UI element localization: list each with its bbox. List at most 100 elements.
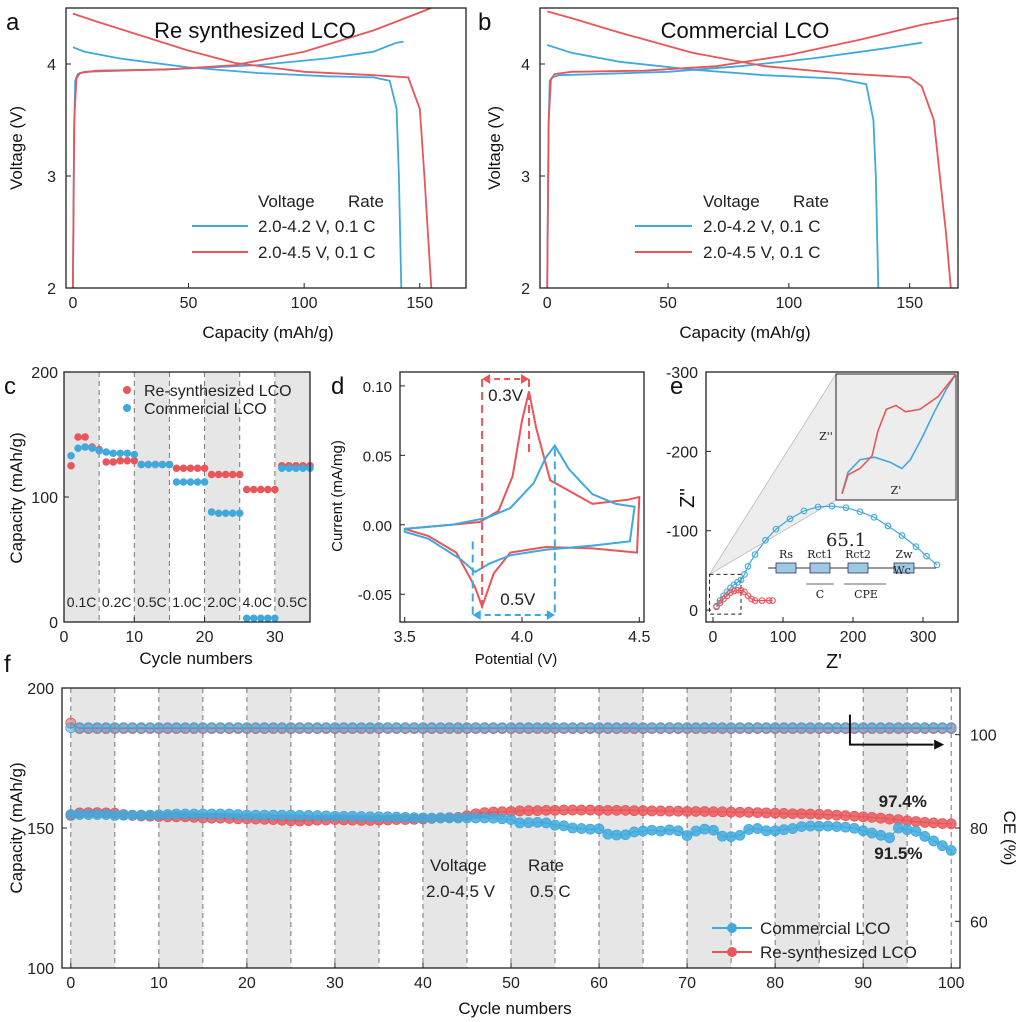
panel-d-ylabel: Current (mA/mg) xyxy=(329,440,346,552)
panel-a-xtick-label: 50 xyxy=(180,295,198,312)
panel-d-frame xyxy=(399,371,645,623)
panel-c-point-blue xyxy=(179,478,188,486)
panel-c-point-blue xyxy=(257,614,265,623)
panel-e-inset-xlabel: Z' xyxy=(891,484,902,497)
panel-e-plot-area: 0 100 200 300 0 -100 -200 -300 Z'' Z' Rs Rct1 Rct2 Zw… xyxy=(666,365,957,646)
panel-f-capacity-point-blue xyxy=(910,825,922,837)
panel-a-xlabel: Capacity (mAh/g) xyxy=(202,323,333,342)
panel-c-point-blue xyxy=(116,449,125,458)
panel-c-point-blue xyxy=(137,460,146,469)
panel-f-capacity-point-blue xyxy=(866,827,878,839)
panel-e-frame xyxy=(705,371,959,623)
panel-f-capacity-point-blue xyxy=(928,835,939,847)
panel-f-xtick-label: 0 xyxy=(66,975,75,992)
panel-f-capacity-point-blue xyxy=(672,825,684,837)
panel-a-legend-entry-blue: 2.0-4.2 V, 0.1 C xyxy=(258,217,376,236)
panel-c: 0.1C 0.2C 0.5C 1.0C 2.0C 4.0C 0.5C 0 10 20 30 0 100 2… xyxy=(4,365,314,668)
panel-c-point-blue xyxy=(235,509,244,518)
panel-a-ylabel: Voltage (V) xyxy=(7,106,26,190)
panel-c-xtick-label: 10 xyxy=(125,629,143,646)
panel-f-ytick-label: 150 xyxy=(27,821,54,838)
panel-a-xtick-label: 150 xyxy=(406,295,433,312)
panel-d-annotation-0-5v: 0.5V xyxy=(500,590,536,609)
panel-d-xtick-label: 4.0 xyxy=(511,629,533,646)
panel-f-legend-marker-red xyxy=(727,947,737,957)
panel-c-point-blue xyxy=(292,464,300,473)
panel-c-rate-label: 0.5C xyxy=(137,594,167,610)
panel-d-xtick-label: 4.5 xyxy=(628,629,650,646)
panel-c-ylabel: Capacity (mAh/g) xyxy=(7,432,26,563)
panel-e-inset-curve-blue xyxy=(841,373,957,494)
panel-c-point-blue xyxy=(249,614,258,623)
panel-d-xtick-label: 3.5 xyxy=(394,629,416,646)
panel-e-circuit-label-rct2: Rct2 xyxy=(845,548,871,561)
panel-c-point-red xyxy=(207,470,216,479)
panel-e-point-blue xyxy=(723,588,731,596)
panel-e-inset-ylabel: Z'' xyxy=(819,430,833,443)
panel-b-xtick-label: 50 xyxy=(659,295,677,312)
panel-f-capacity-point-blue xyxy=(787,823,799,834)
panel-e-point-blue xyxy=(737,576,745,584)
panel-f-xtick-label: 90 xyxy=(854,975,872,992)
panel-b-ytick-label: 4 xyxy=(521,57,530,74)
panel-a-legend-rate: Rate xyxy=(348,192,384,211)
panel-c-point-blue xyxy=(102,448,110,456)
panel-c-xtick-label: 0 xyxy=(60,629,69,646)
panel-c-point-red xyxy=(264,485,272,494)
panel-f-ylabel: Capacity (mAh/g) xyxy=(7,762,26,893)
panel-f: 0 10 20 30 40 50 60 70 80 90 100 100 150 200 60 80 100 97… xyxy=(4,651,1019,1018)
panel-e-point-red xyxy=(758,597,766,604)
panel-e-point-red xyxy=(730,587,738,595)
panel-e-inset-curve-red xyxy=(841,373,957,494)
panel-e-point-blue xyxy=(751,551,759,558)
panel-a-legend-voltage: Voltage xyxy=(258,192,315,211)
panel-b-curve-discharge-red xyxy=(546,10,952,289)
panel-f-y2label: CE (%) xyxy=(1000,811,1019,866)
panel-f-annotation-red: 97.4% xyxy=(879,792,927,811)
panel-d: 3.5 4.0 4.5 -0.05 0.00 0.05 0.10 0.3V 0.5V d Cur… xyxy=(329,371,651,668)
panel-c-point-red xyxy=(81,433,89,441)
panel-f-xtick-label: 50 xyxy=(502,975,520,992)
panel-c-xtick-label: 20 xyxy=(196,629,214,646)
panel-c-point-blue xyxy=(221,509,230,518)
panel-c-point-blue xyxy=(214,509,223,518)
panel-b-xlabel: Capacity (mAh/g) xyxy=(679,323,810,342)
panel-c-rate-label: 0.5C xyxy=(278,594,308,610)
panel-f-capacity-point-blue xyxy=(690,825,702,837)
panel-e-circuit-element xyxy=(847,562,869,574)
panel-b-legend-rate: Rate xyxy=(793,192,829,211)
panel-c-rate-label: 2.0C xyxy=(207,594,237,610)
panel-d-arrowhead-red-right xyxy=(521,373,530,384)
panel-c-rate-label: 4.0C xyxy=(242,594,272,610)
panel-f-capacity-point-blue xyxy=(681,830,693,841)
panel-f-annotation-blue: 91.5% xyxy=(874,844,922,863)
panel-f-ce-point-blue xyxy=(945,722,957,734)
panel-f-ytick-label: 200 xyxy=(27,681,54,698)
panel-c-point-red xyxy=(186,464,195,473)
panel-e-letter: e xyxy=(670,373,683,400)
panel-e-point-red xyxy=(751,597,759,604)
panel-a-xtick-label: 0 xyxy=(68,295,77,312)
panel-f-xtick-label: 10 xyxy=(150,975,168,992)
panel-c-point-red xyxy=(130,456,139,465)
panel-c-band xyxy=(134,372,170,622)
panel-c-point-red xyxy=(249,485,258,494)
panel-d-curve-blue xyxy=(403,443,636,574)
panel-f-y2tick-label: 80 xyxy=(970,821,988,838)
panel-c-point-blue xyxy=(193,478,202,486)
panel-c-point-red xyxy=(221,470,230,479)
panel-e-point-red xyxy=(734,586,741,594)
panel-e-point-blue xyxy=(786,515,794,523)
panel-b-title: Commercial LCO xyxy=(661,18,830,43)
panel-e-ytick-label: 0 xyxy=(689,603,698,620)
panel-f-xlabel: Cycle numbers xyxy=(458,999,571,1018)
panel-e-line-blue xyxy=(715,505,938,607)
panel-e-point-red xyxy=(727,589,734,596)
panel-c-point-blue xyxy=(144,460,153,469)
panel-f-y2tick-label: 100 xyxy=(970,728,997,745)
panel-f-capacity-point-blue xyxy=(699,823,711,835)
panel-a-ytick-label: 3 xyxy=(47,169,56,186)
panel-f-legend-entry-red: Re-synthesized LCO xyxy=(760,943,917,962)
panel-c-legend-marker-red xyxy=(123,386,131,394)
panel-e-circuit-element xyxy=(809,562,831,574)
